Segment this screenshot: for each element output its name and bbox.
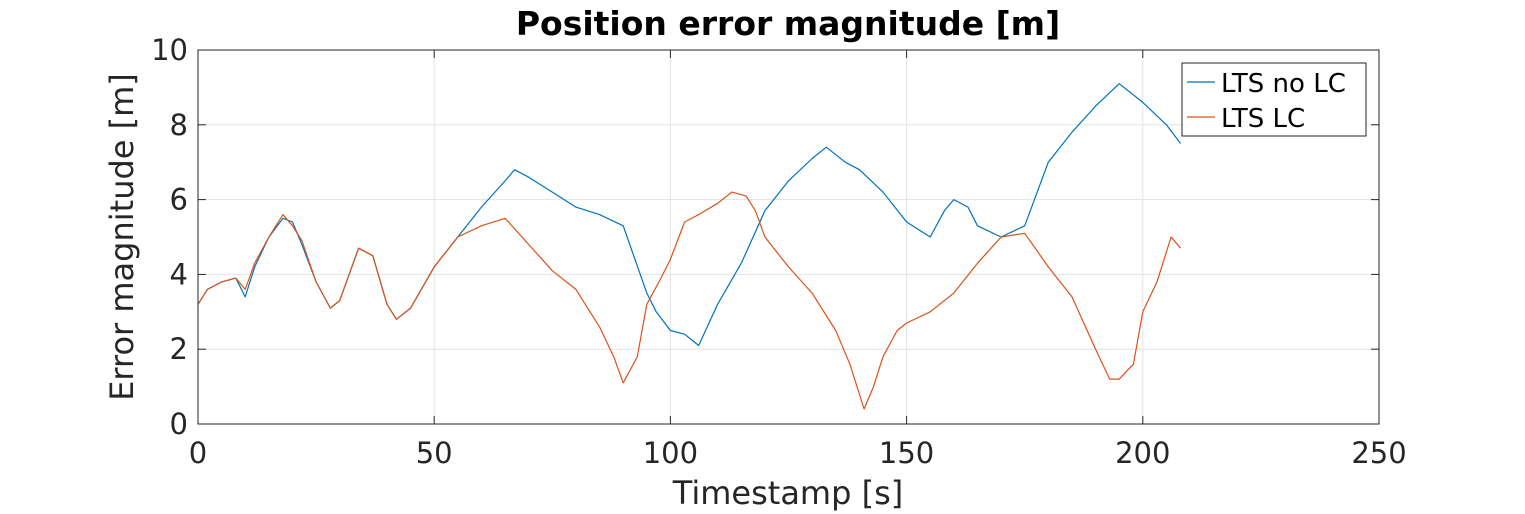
legend: LTS no LC LTS LC [1181, 62, 1367, 137]
legend-label-lts-lc: LTS LC [1221, 104, 1305, 134]
y-tick-label: 10 [151, 33, 188, 67]
y-tick-label: 4 [170, 257, 188, 291]
legend-box [1181, 62, 1367, 137]
y-axis-label: Error magnitude [m] [103, 73, 141, 401]
axes-box [197, 49, 1380, 425]
legend-label-lts-no-lc: LTS no LC [1221, 69, 1346, 99]
x-tick-label: 250 [1351, 436, 1406, 470]
axis-ticks: 0 50 100 150 200 250 0 2 4 6 8 10 [151, 33, 1407, 470]
x-tick-label: 100 [643, 436, 698, 470]
x-tick-label: 200 [1115, 436, 1170, 470]
series-line-lts-lc [197, 191, 1182, 410]
x-axis-label: Timestamp [s] [672, 474, 903, 512]
x-tick-label: 0 [189, 436, 207, 470]
plot-area [197, 83, 1182, 410]
series-line-lts-no-lc [197, 83, 1182, 347]
x-tick-label: 150 [879, 436, 934, 470]
x-tick-label: 50 [416, 436, 453, 470]
chart-title: Position error magnitude [m] [516, 4, 1060, 43]
y-tick-label: 8 [170, 108, 188, 142]
y-tick-label: 0 [170, 407, 188, 441]
y-tick-label: 6 [170, 183, 188, 217]
y-tick-label: 2 [170, 332, 188, 366]
